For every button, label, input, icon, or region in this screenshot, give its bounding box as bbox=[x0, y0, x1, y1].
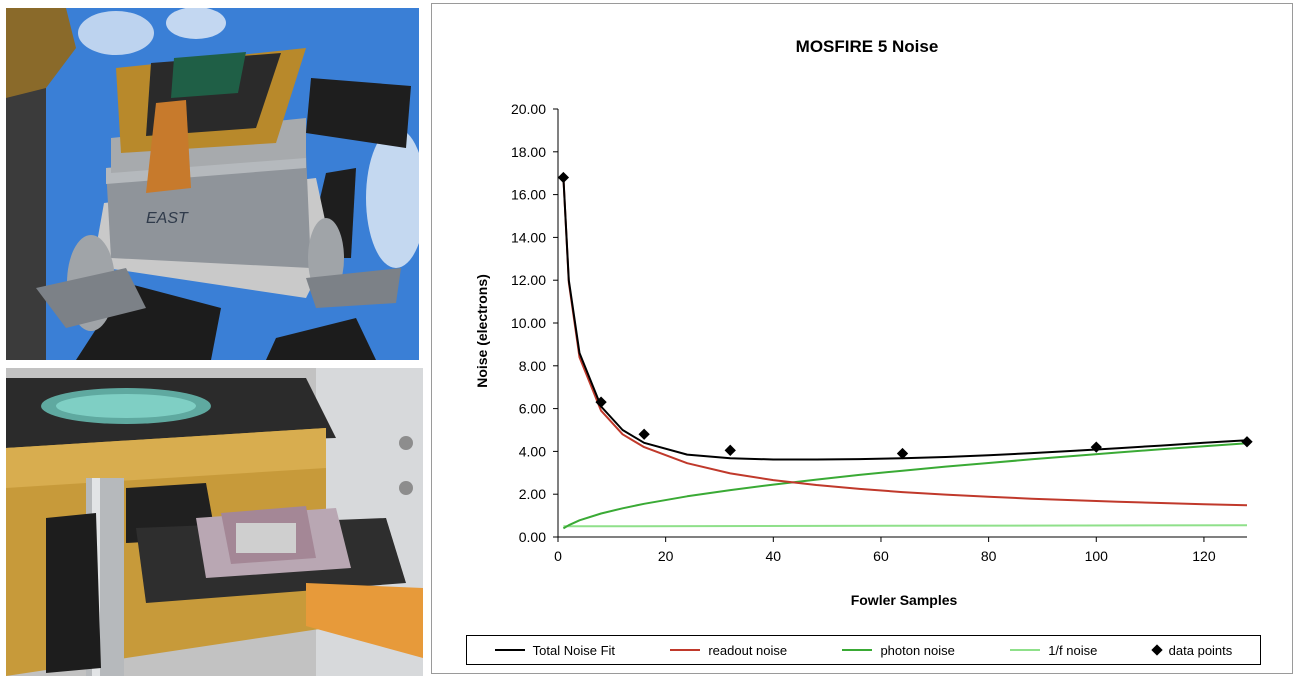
dewar-assembly-illustration bbox=[6, 368, 423, 676]
legend-item-total-noise-fit: Total Noise Fit bbox=[494, 642, 616, 658]
noise-chart-panel: MOSFIRE 5 Noise 0.00 2.00 4.00 6.00 8.00 10.0… bbox=[431, 3, 1293, 674]
legend-item-photon-noise: photon noise bbox=[842, 642, 955, 658]
y-tick-label: 16.00 bbox=[511, 187, 546, 203]
y-tick-label: 10.00 bbox=[511, 315, 546, 331]
y-tick-label: 12.00 bbox=[511, 272, 546, 288]
legend-swatch-photon-noise bbox=[842, 649, 873, 651]
legend-label-1f-noise: 1/f noise bbox=[1048, 642, 1098, 658]
series-lines bbox=[562, 177, 1248, 530]
series-line-readout-noise bbox=[562, 177, 1248, 507]
data-point-markers bbox=[557, 171, 1253, 460]
y-axis-ticks: 0.00 2.00 4.00 6.00 8.00 10.00 12.00 14.00 16.00… bbox=[511, 101, 558, 545]
series-line-photon-noise bbox=[562, 442, 1248, 530]
legend-marker-data-points bbox=[1151, 644, 1163, 656]
y-tick-label: 0.00 bbox=[519, 529, 546, 545]
y-tick-label: 4.00 bbox=[519, 443, 546, 459]
x-tick-label: 60 bbox=[873, 548, 889, 564]
legend-item-1f-noise: 1/f noise bbox=[1010, 643, 1097, 658]
y-axis-label: Noise (electrons) bbox=[474, 274, 490, 388]
x-tick-label: 100 bbox=[1085, 548, 1109, 564]
y-tick-label: 2.00 bbox=[519, 486, 546, 502]
series-line-1-f-noise bbox=[563, 524, 1248, 528]
legend-item-data-points: data points bbox=[1151, 642, 1233, 658]
y-tick-label: 20.00 bbox=[511, 101, 546, 117]
x-tick-label: 40 bbox=[766, 548, 782, 564]
data-point bbox=[896, 447, 909, 460]
x-tick-label: 20 bbox=[658, 548, 674, 564]
legend-label-readout-noise: readout noise bbox=[708, 642, 788, 658]
y-tick-label: 14.00 bbox=[511, 229, 546, 245]
data-point bbox=[557, 171, 570, 184]
legend-label-photon-noise: photon noise bbox=[880, 642, 955, 658]
data-point bbox=[724, 444, 736, 456]
y-tick-label: 18.00 bbox=[511, 144, 546, 160]
dewar-assembly-photo bbox=[6, 368, 423, 676]
series-line-total-noise-fit bbox=[562, 177, 1248, 461]
x-axis-ticks: 0 20 40 60 80 100 120 bbox=[554, 537, 1216, 564]
chart-title: MOSFIRE 5 Noise bbox=[796, 37, 939, 56]
data-point bbox=[1241, 436, 1253, 448]
legend-item-readout-noise: readout noise bbox=[670, 643, 787, 658]
y-tick-label: 8.00 bbox=[519, 358, 546, 374]
data-point bbox=[595, 396, 607, 408]
x-tick-label: 0 bbox=[554, 548, 562, 564]
x-tick-label: 80 bbox=[981, 548, 997, 564]
y-tick-label: 6.00 bbox=[519, 401, 546, 417]
handwritten-label: EAST bbox=[146, 210, 189, 227]
data-point bbox=[638, 428, 650, 440]
detector-module-illustration: EAST bbox=[6, 8, 419, 360]
detector-module-photo: EAST bbox=[6, 8, 419, 360]
x-tick-label: 120 bbox=[1192, 548, 1216, 564]
x-axis-label: Fowler Samples bbox=[851, 592, 958, 608]
legend-label-data-points: data points bbox=[1168, 642, 1233, 658]
legend-swatch-total-noise-fit bbox=[494, 649, 525, 651]
chart-legend: Total Noise Fit readout noise photon noi… bbox=[466, 635, 1261, 665]
data-point bbox=[1090, 441, 1102, 453]
legend-label-total-noise-fit: Total Noise Fit bbox=[532, 642, 616, 658]
legend-swatch-1f-noise bbox=[1010, 649, 1041, 651]
legend-swatch-readout-noise bbox=[670, 649, 701, 651]
noise-chart: MOSFIRE 5 Noise 0.00 2.00 4.00 6.00 8.00 10.0… bbox=[474, 37, 1253, 608]
